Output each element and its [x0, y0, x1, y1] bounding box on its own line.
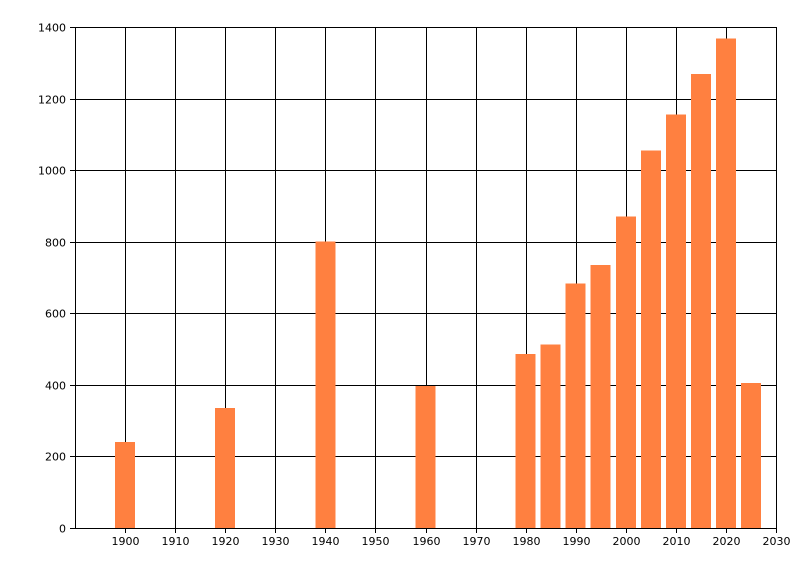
y-tick-label: 200 [45, 451, 66, 464]
x-tick-label: 1920 [212, 535, 240, 548]
y-tick-label: 1000 [38, 165, 66, 178]
bar [640, 150, 661, 528]
x-tick-label: 1930 [262, 535, 290, 548]
x-tick-label: 1950 [362, 535, 390, 548]
y-tick-label: 800 [45, 237, 66, 250]
x-tick-label: 2030 [763, 535, 791, 548]
bar [565, 283, 586, 528]
bar [515, 354, 536, 528]
y-tick-label: 400 [45, 380, 66, 393]
bar [315, 241, 336, 528]
x-tick-label: 1980 [513, 535, 541, 548]
bar [665, 114, 686, 528]
y-tick-label: 1400 [38, 22, 66, 35]
x-tick-label: 2020 [713, 535, 741, 548]
bar [715, 38, 736, 528]
x-tick-label: 1970 [463, 535, 491, 548]
x-tick-label: 1960 [413, 535, 441, 548]
x-tick-label: 1900 [112, 535, 140, 548]
y-tick-label: 600 [45, 308, 66, 321]
y-tick-label: 0 [59, 523, 66, 536]
y-tick-label: 1200 [38, 94, 66, 107]
axes [75, 27, 776, 529]
bar [590, 265, 611, 528]
bar [615, 216, 636, 528]
y-tick-labels: 0 200 400 600 800 1000 1200 1400 [38, 22, 66, 536]
x-tick-label: 1990 [563, 535, 591, 548]
bar [540, 344, 561, 528]
bar [115, 442, 136, 528]
x-tick-label: 1910 [162, 535, 190, 548]
bar [741, 383, 761, 528]
bars [115, 38, 761, 528]
x-tick-label: 2000 [613, 535, 641, 548]
x-tick-labels: 1900 1910 1920 1930 1940 1950 1960 1970 1980 1990… [112, 535, 791, 548]
bar [215, 408, 236, 528]
bar [415, 385, 436, 528]
x-tick-label: 1940 [312, 535, 340, 548]
bar [690, 74, 711, 528]
x-tick-label: 2010 [663, 535, 691, 548]
